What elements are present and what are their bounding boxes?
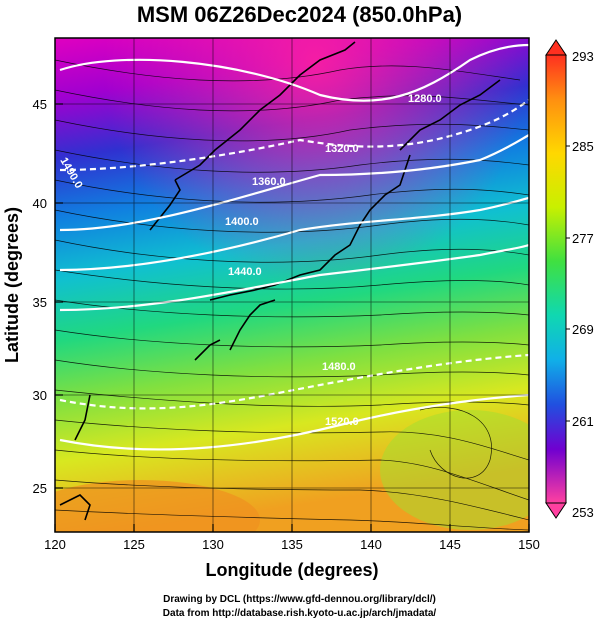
- svg-text:1320.0: 1320.0: [325, 143, 359, 155]
- map-title: MSM 06Z26Dec2024 (850.0hPa): [136, 2, 463, 27]
- colorbar-tick-label: 253: [572, 505, 594, 520]
- colorbar: 293 285 277 269 261 253: [545, 39, 594, 520]
- credit-drawing: Drawing by DCL (https://www.gfd-dennou.o…: [163, 594, 436, 605]
- colorbar-bottom-triangle: [545, 502, 567, 519]
- colorbar-top-triangle: [545, 39, 567, 56]
- y-axis-label: Latitude (degrees): [2, 207, 22, 363]
- y-axis-ticks: 25 30 35 40 45: [33, 97, 63, 496]
- wind-streamlines: [55, 59, 529, 531]
- x-axis-ticks: 120 125 130 135 140 145 150: [44, 524, 540, 552]
- x-tick-label: 125: [123, 537, 145, 552]
- x-tick-label: 130: [202, 537, 224, 552]
- colorbar-tick-label: 269: [572, 322, 594, 337]
- y-tick-label: 30: [33, 388, 47, 403]
- svg-text:1520.0: 1520.0: [325, 416, 359, 428]
- x-tick-label: 135: [281, 537, 303, 552]
- credit-data: Data from http://database.rish.kyoto-u.a…: [162, 608, 437, 619]
- colorbar-gradient: [545, 54, 567, 504]
- colorbar-tick-label: 285: [572, 139, 594, 154]
- x-tick-label: 150: [518, 537, 540, 552]
- colorbar-tick-label: 277: [572, 231, 594, 246]
- colorbar-tick-label: 293: [572, 49, 594, 64]
- svg-text:1360.0: 1360.0: [252, 176, 286, 188]
- y-tick-label: 35: [33, 295, 47, 310]
- colorbar-tick-label: 261: [572, 414, 594, 429]
- y-tick-label: 40: [33, 196, 47, 211]
- x-tick-label: 120: [44, 537, 66, 552]
- coastlines: [59, 41, 501, 521]
- x-tick-label: 145: [439, 537, 461, 552]
- y-tick-label: 45: [33, 97, 47, 112]
- grid-lines: [55, 38, 529, 532]
- temperature-field: 1280.0 1320.0 1360.0 1400.0 1440.0 1480.…: [55, 38, 529, 532]
- height-contours: [59, 43, 529, 451]
- svg-text:1480.0: 1480.0: [322, 361, 356, 373]
- svg-text:1400.0: 1400.0: [225, 216, 259, 228]
- svg-text:1280.0: 1280.0: [408, 93, 442, 105]
- svg-text:1440.0: 1440.0: [228, 266, 262, 278]
- x-tick-label: 140: [360, 537, 382, 552]
- y-tick-label: 25: [33, 481, 47, 496]
- x-axis-label: Longitude (degrees): [205, 560, 378, 580]
